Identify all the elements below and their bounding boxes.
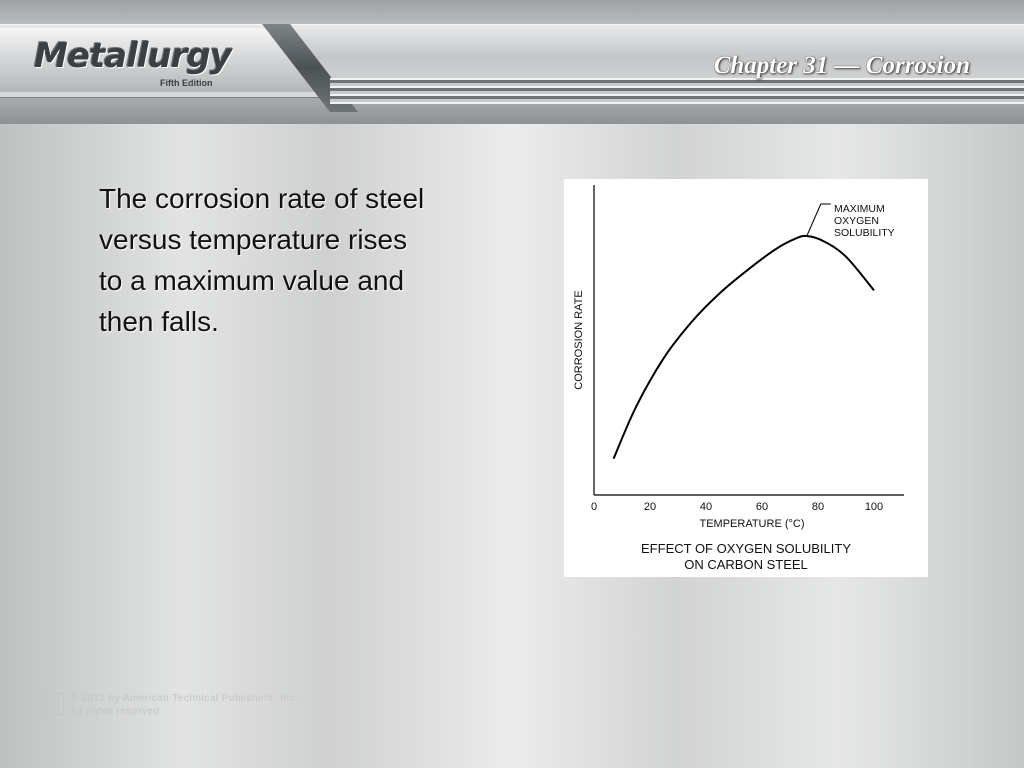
x-tick-label: 0 [591, 501, 597, 513]
x-tick-label: 20 [644, 501, 656, 513]
x-tick-label: 60 [756, 501, 768, 513]
annotation-text-line: SOLUBILITY [834, 227, 895, 239]
logo-plate [0, 28, 320, 92]
copyright-line-1: © 2012 by American Technical Publishers,… [70, 693, 299, 704]
slide-header: Metallurgy Fifth Edition Chapter 31 — Co… [0, 0, 1024, 124]
chart-title-line: ON CARBON STEEL [684, 557, 808, 572]
copyright-line-2: All rights reserved [70, 706, 160, 717]
annotation-text-line: MAXIMUM [834, 203, 885, 215]
x-tick-label: 80 [812, 501, 824, 513]
header-stripes [330, 78, 1024, 104]
publisher-logo: atp [32, 693, 64, 715]
book-logo: Metallurgy [34, 36, 232, 76]
annotation-text-line: OXYGEN [834, 215, 879, 227]
chart-figure: 0 20 40 60 80 100 TEMPERATURE (°C) CORROSION RA… [564, 179, 928, 577]
x-axis-label: TEMPERATURE (°C) [699, 518, 804, 530]
chapter-title: Chapter 31 — Corrosion [713, 52, 970, 79]
slide-body-text: The corrosion rate of steel versus tempe… [99, 183, 425, 337]
copyright-notice: © 2012 by American Technical Publishers,… [70, 692, 298, 718]
y-axis-label: CORROSION RATE [573, 290, 585, 389]
edition-label: Fifth Edition [160, 78, 213, 88]
corrosion-rate-curve [612, 234, 875, 460]
chart-title-line: EFFECT OF OXYGEN SOLUBILITY [641, 541, 851, 556]
x-tick-label: 40 [700, 501, 712, 513]
annotation-leader [806, 203, 822, 237]
corrosion-chart: 0 20 40 60 80 100 TEMPERATURE (°C) CORROSION RA… [573, 185, 904, 572]
x-tick-label: 100 [865, 501, 883, 513]
